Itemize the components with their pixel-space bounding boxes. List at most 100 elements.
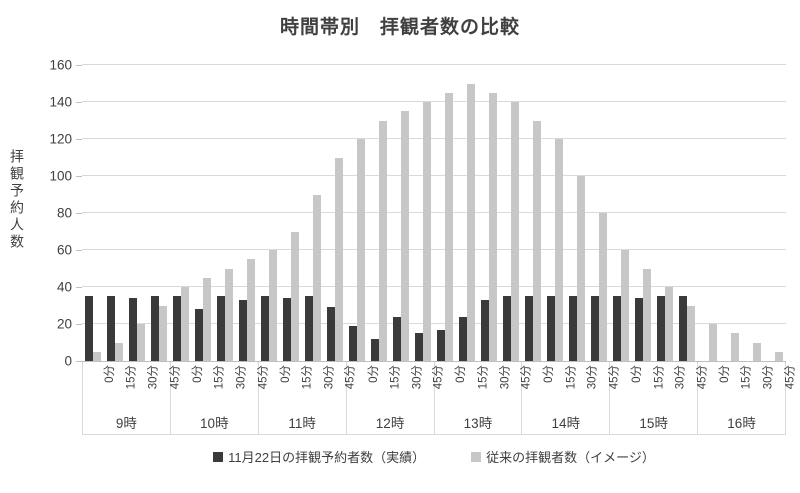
hour-label: 13時 [463,416,493,431]
minute-cell: 45分 [324,362,357,410]
bar-actual [569,296,577,361]
bar-traditional [599,213,607,361]
minute-cell: 45分 [675,362,708,410]
y-tick-mark [76,324,82,325]
bar-traditional [489,92,497,361]
legend-label-actual: 11月22日の拝観予約者数（実績） [228,450,426,465]
bar-actual [129,298,137,361]
y-tick-mark [76,287,82,288]
gridline [82,323,786,324]
minute-cell: 30分 [742,362,774,410]
bar-traditional [93,351,101,361]
bar-actual [547,296,555,361]
bar-traditional [467,83,475,361]
minute-row: 0分 15分 30分 45分 [347,362,445,410]
y-tick-mark [76,65,82,66]
hour-label: 14時 [551,416,581,431]
y-tick-mark [76,213,82,214]
hour-label: 15時 [639,416,668,431]
minute-cell: 45分 [500,362,533,410]
bar-traditional [753,342,761,361]
bar-actual [283,298,291,361]
hour-label: 12時 [375,416,405,431]
gridline [82,175,786,176]
bar-actual [459,316,467,361]
bar-slot [126,65,148,361]
bar-traditional [555,139,563,361]
minute-cell: 15分 [632,362,665,410]
minute-cell: 0分 [347,362,379,410]
minute-cell: 30分 [302,362,335,410]
bar-traditional [137,324,145,361]
bar-slot [544,65,566,361]
minute-cell: 0分 [83,362,116,410]
gridline [82,286,786,287]
minute-row: 0分 15分 30分 45分 [698,362,796,410]
minute-cell: 15分 [368,362,401,410]
bar-actual [635,298,643,361]
legend-item-traditional: 従来の拝観者数（イメージ） [471,447,655,466]
bar-traditional [401,111,409,361]
y-tick-label: 100 [49,168,72,184]
y-tick-label: 80 [56,205,72,221]
hour-group: 0分 15分 30分 45分 14時 [522,362,620,434]
minute-row: 0分 15分 30分 45分 [171,362,269,410]
bar-slot [148,65,170,361]
minute-cell: 30分 [478,362,511,410]
bar-actual [239,299,247,361]
x-axis: 0分 15分 30分 45分 9時 0分 15分 30分 45分 10時 0分 15分 30分 45分 11… [82,361,796,435]
hour-group: 0分 15分 30分 45分 10時 [171,362,269,434]
bar-actual [151,296,159,361]
y-axis-ticks: 0 20 40 60 80 100 120 140 160 [34,39,82,369]
bar-traditional [159,305,167,361]
bar-actual [613,296,621,361]
bar-actual [393,316,401,361]
chart-title: 時間帯別 拝観者数の比較 [279,17,520,38]
bar-actual [85,296,93,361]
minute-cell: 45分 [236,362,269,410]
bar-actual [657,296,665,361]
minute-cell: 45分 [763,362,796,410]
hour-label: 11時 [288,416,316,431]
bar-slot [192,65,214,361]
bar-slot [522,65,544,361]
bar-actual [525,296,533,361]
y-tick-mark [76,139,82,140]
y-tick-label: 40 [56,279,72,295]
y-tick-mark [76,176,82,177]
bar-slot [346,65,368,361]
legend-label-traditional: 従来の拝観者数（イメージ） [486,450,655,465]
bar-slot [566,65,588,361]
bar-slot [302,65,324,361]
bar-slot [676,65,698,361]
gridline [82,212,786,213]
bar-actual [371,338,379,361]
bar-slot [588,65,610,361]
bar-actual [503,296,511,361]
minute-cell: 0分 [259,362,292,410]
bar-traditional [731,333,739,361]
y-tick-label: 0 [64,353,72,369]
legend-swatch-traditional [471,451,482,462]
bar-traditional [621,250,629,361]
bar-traditional [423,102,431,361]
bar-traditional [357,139,365,361]
bar-slot [104,65,126,361]
minute-row: 0分 15分 30分 45分 [83,362,181,410]
bar-traditional [203,277,211,361]
y-tick-label: 120 [49,131,72,147]
minute-cell: 45分 [412,362,445,410]
bar-traditional [181,287,189,361]
bar-slot [720,65,742,361]
minute-cell: 15分 [544,362,577,410]
bar-slot [500,65,522,361]
bar-chart: 時間帯別 拝観者数の比較 拝観予約人数 0 20 40 60 80 100 120 140 16… [0,12,800,493]
bar-slot [478,65,500,361]
bar-traditional [335,157,343,361]
legend-item-actual: 11月22日の拝観予約者数（実績） [213,447,425,466]
bar-traditional [643,268,651,361]
bar-slot [698,65,720,361]
bar-traditional [379,120,387,361]
minute-cell: 0分 [171,362,204,410]
bar-slot [654,65,676,361]
